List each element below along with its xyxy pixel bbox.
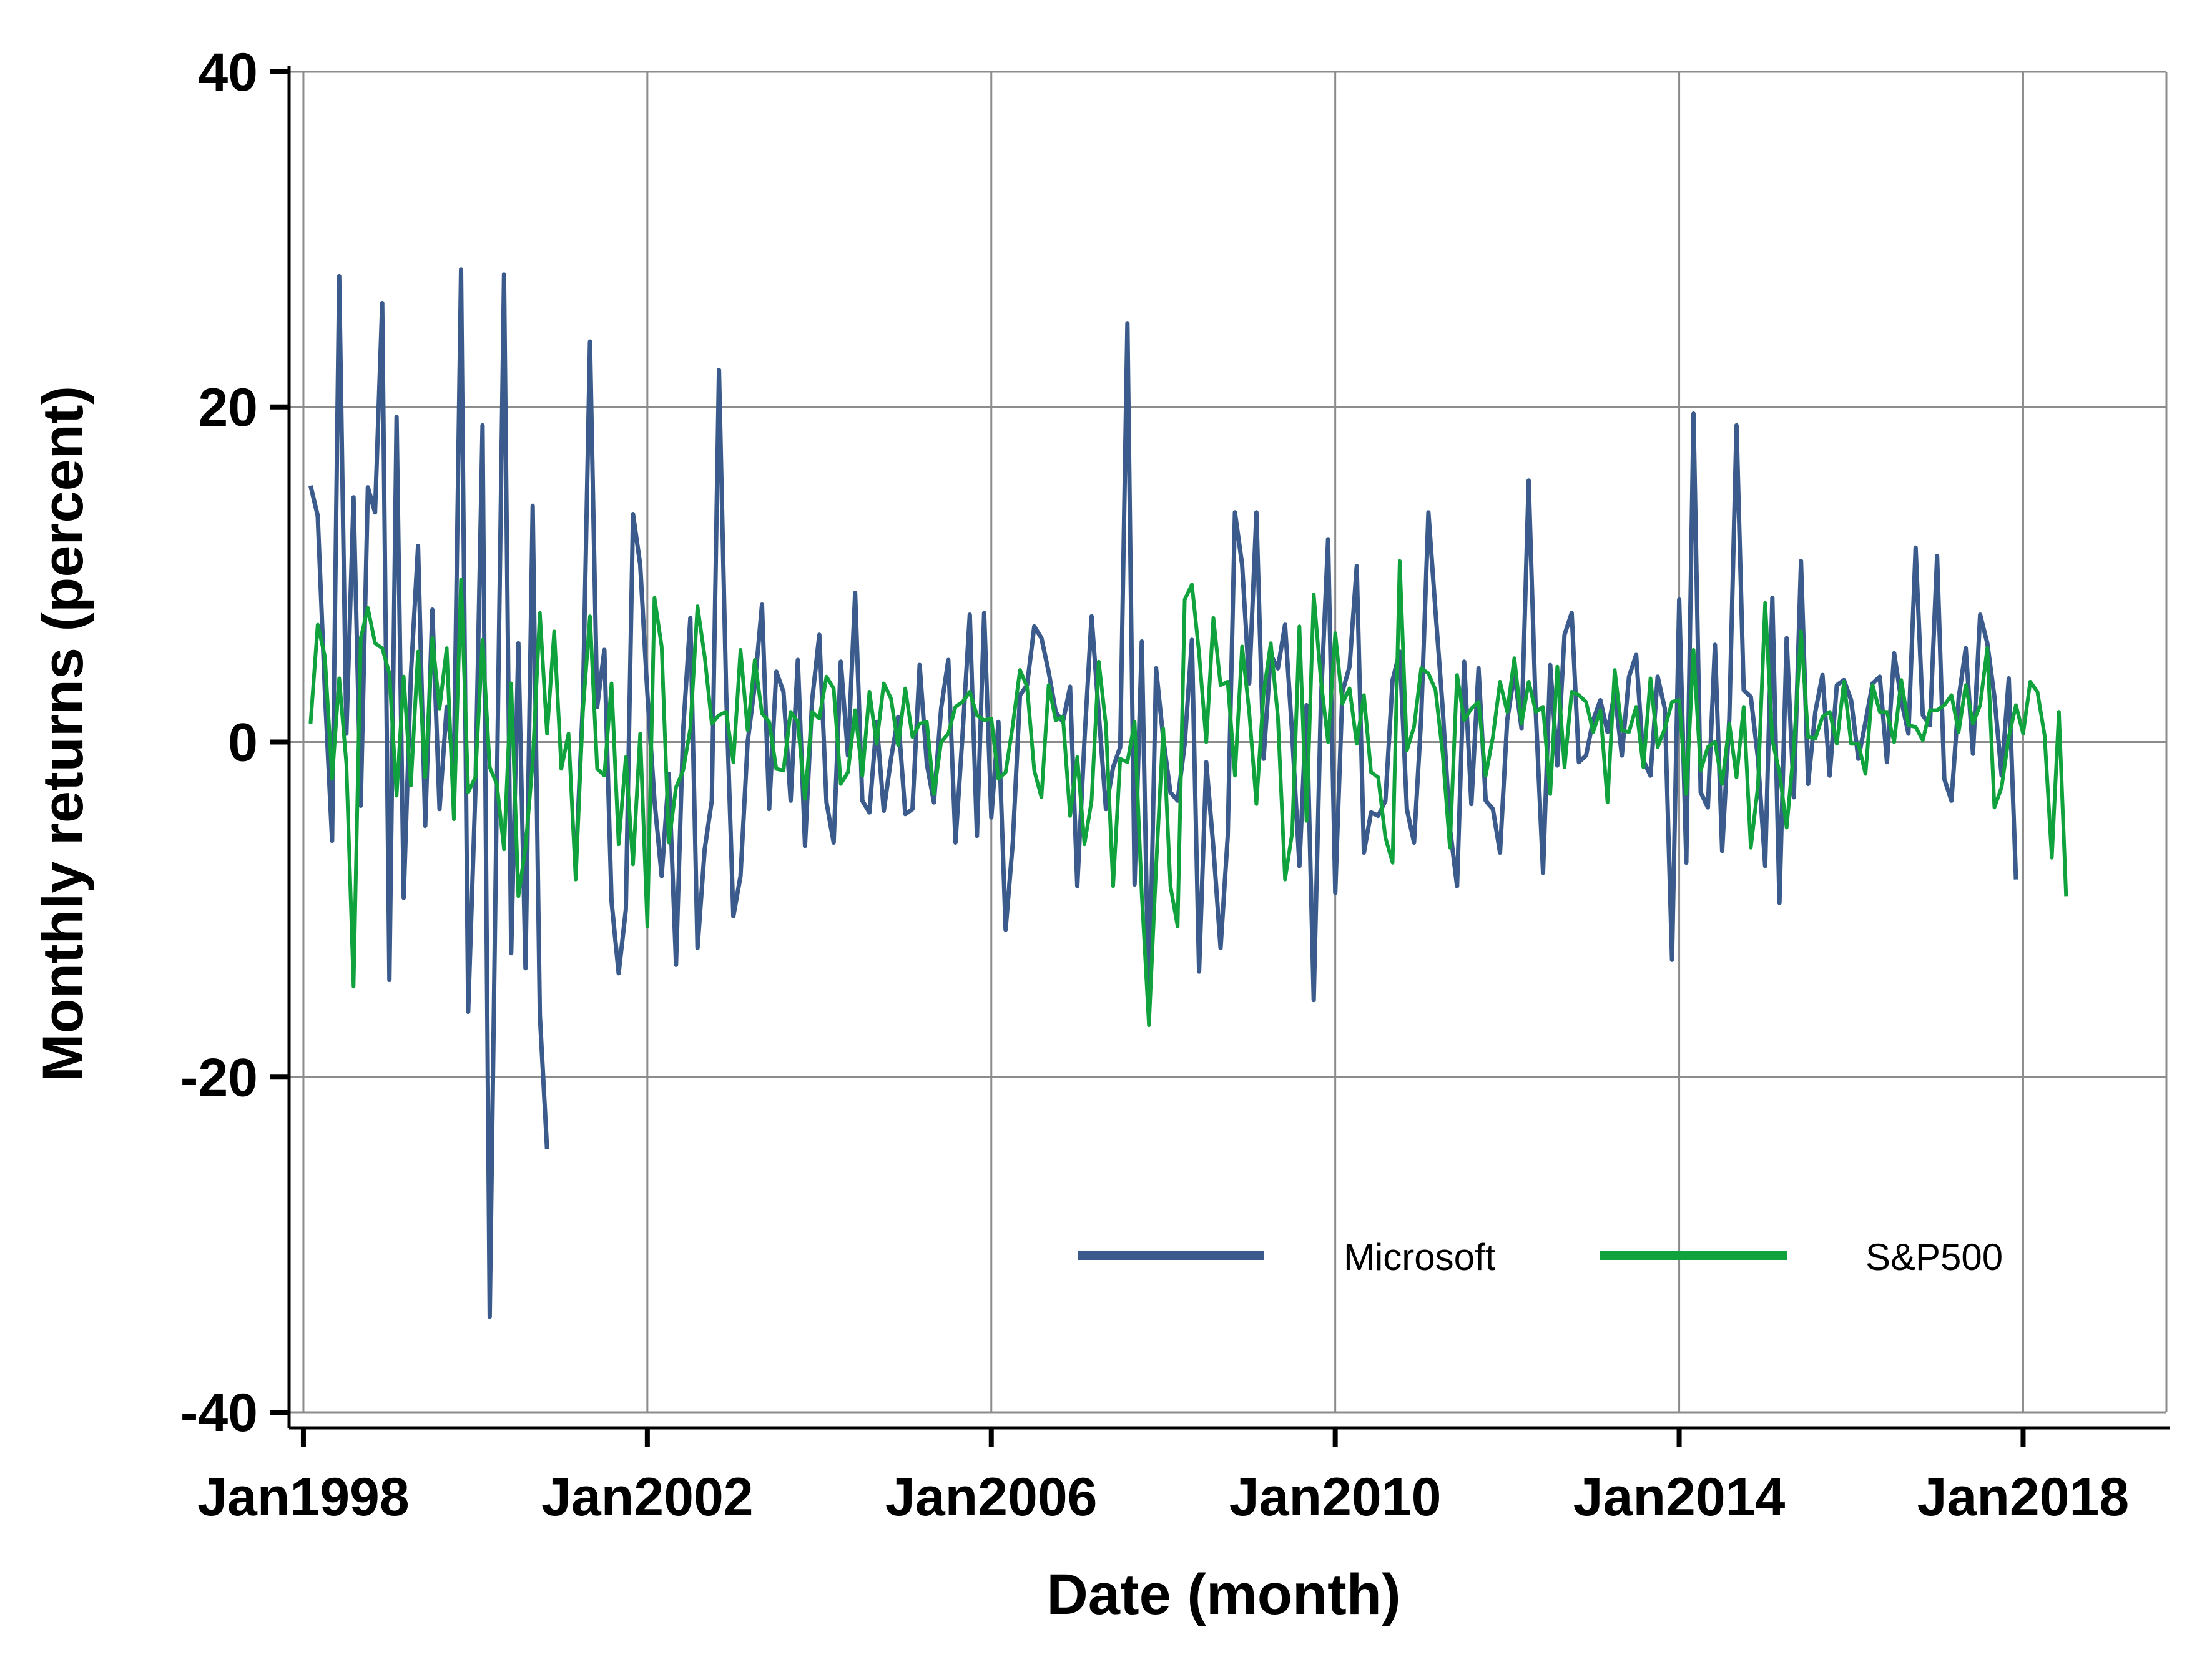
legend: Microsoft S&P500 — [1078, 1236, 2003, 1278]
y-tick-label: -20 — [180, 1048, 258, 1108]
x-tick-label: Jan2014 — [1573, 1467, 1786, 1527]
x-tick-label: Jan2002 — [541, 1467, 754, 1527]
y-tick-label: 40 — [198, 42, 258, 102]
series-lines — [308, 267, 2068, 1319]
x-axis-title: Date (month) — [1046, 1563, 1400, 1626]
axes — [270, 66, 2170, 1447]
grid-lines — [289, 71, 2168, 1414]
legend-label-microsoft: Microsoft — [1344, 1236, 1496, 1278]
y-tick-label: 0 — [228, 713, 258, 773]
y-tick-label: 20 — [198, 378, 258, 438]
series-line-sp500 — [308, 559, 2068, 1028]
x-tick-label: Jan2010 — [1229, 1467, 1442, 1527]
x-tick-label: Jan2006 — [885, 1467, 1098, 1527]
x-tick-label: Jan2018 — [1917, 1467, 2130, 1527]
y-axis-title: Monthly returns (percent) — [31, 386, 95, 1081]
x-tick-label: Jan1998 — [197, 1467, 410, 1527]
y-tick-label: -40 — [180, 1383, 258, 1443]
legend-label-sp500: S&P500 — [1865, 1236, 2003, 1278]
tick-labels: -40 -20 0 20 40 Jan1998 Jan2002 Jan2006 Jan2010 J… — [180, 42, 2130, 1527]
